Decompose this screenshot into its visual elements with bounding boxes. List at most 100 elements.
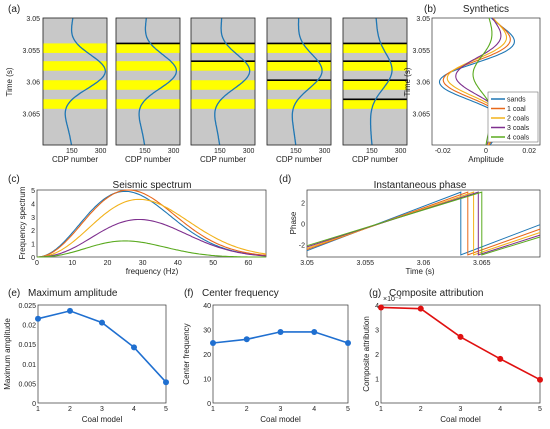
x-axis-label-f: Coal model	[260, 415, 301, 424]
x-tick-label: 40	[174, 260, 182, 267]
x-axis-label-b: Amplitude	[468, 155, 504, 164]
data-point	[537, 376, 543, 383]
trace-line	[64, 17, 106, 146]
data-point	[345, 339, 351, 346]
data-point	[457, 333, 464, 340]
y-tick-label: 0	[375, 401, 379, 408]
x-tick-label: 1	[211, 406, 215, 413]
y-tick-label: 0	[301, 222, 305, 229]
coal-band	[191, 80, 255, 90]
data-point	[131, 344, 137, 351]
y-tick-label: 5	[31, 188, 35, 195]
x-tick-label: 5	[164, 406, 168, 413]
x-axis-label-c: frequency (Hz)	[126, 267, 179, 276]
x-tick-label: 150	[214, 148, 226, 155]
data-point	[163, 379, 169, 386]
x-tick-label: 0.02	[522, 148, 536, 155]
coal-band	[343, 43, 407, 53]
x-tick-label: 30	[139, 260, 147, 267]
y-tick-label: 3.06	[416, 80, 430, 87]
data-point	[277, 328, 284, 335]
y-axis-label-f: Center frequency	[182, 323, 191, 384]
data-point	[99, 319, 105, 326]
panel-label-e: (e)	[8, 288, 20, 299]
x-tick-label: 1	[379, 406, 383, 413]
y-tick-label: 4	[31, 201, 35, 208]
coal-band	[343, 99, 407, 109]
coal-band	[343, 61, 407, 71]
chart-title-d: Instantaneous phase	[374, 180, 467, 191]
x-tick-label: 3.065	[473, 260, 491, 267]
subpanel-frame	[42, 17, 108, 146]
spectrum-line-5	[37, 240, 266, 258]
plot-area-d	[306, 189, 541, 258]
x-tick-label: 0	[484, 148, 488, 155]
x-axis-label-a: CDP number	[200, 155, 246, 164]
x-axis-label-d: Time (s)	[405, 267, 434, 276]
x-tick-label: 3.05	[300, 260, 314, 267]
coal-band	[43, 61, 107, 71]
plot-area-g	[380, 304, 541, 404]
panel-label-d: (d)	[279, 174, 291, 185]
y-axis-label-g: Composite attribution	[362, 316, 371, 392]
y-tick-label: 0.005	[18, 381, 36, 388]
y-tick-label: 20	[203, 352, 211, 359]
x-tick-label: 3	[279, 406, 283, 413]
y-tick-label: 3	[375, 328, 379, 335]
data-point	[210, 339, 216, 346]
y-tick-label: 40	[203, 303, 211, 310]
x-tick-label: 300	[243, 148, 255, 155]
y-axis-label-e: Maximum amplitude	[3, 318, 12, 390]
y-tick-label: 10	[203, 377, 211, 384]
x-tick-label: 4	[132, 406, 136, 413]
y-tick-label: 3.065	[22, 111, 40, 118]
y-tick-label: 0.015	[18, 342, 36, 349]
legend-entry: 4 coals	[507, 135, 530, 142]
legend-entry: 3 coals	[507, 125, 530, 132]
trace-line	[138, 17, 178, 146]
y-tick-label: -2	[299, 242, 305, 249]
x-tick-label: 50	[209, 260, 217, 267]
coal-band	[43, 80, 107, 90]
x-tick-label: -0.02	[435, 148, 451, 155]
y-tick-label: 30	[203, 328, 211, 335]
coal-band	[267, 99, 331, 109]
spectrum-line-4	[37, 218, 267, 258]
y-tick-label: 3.06	[26, 80, 40, 87]
y-axis-label-c: Frequency spectrum	[18, 186, 27, 259]
x-tick-label: 10	[68, 260, 76, 267]
x-tick-label: 3.055	[356, 260, 374, 267]
x-axis-label-a: CDP number	[52, 155, 98, 164]
y-tick-label: 0.025	[18, 303, 36, 310]
spectrum-line-3	[37, 198, 267, 258]
y-tick-label: 0.01	[22, 362, 36, 369]
subpanel-frame	[115, 17, 181, 146]
chart-title-c: Seismic spectrum	[113, 180, 192, 191]
coal-band	[343, 80, 407, 90]
x-tick-label: 20	[104, 260, 112, 267]
x-axis-label-a: CDP number	[276, 155, 322, 164]
x-tick-label: 150	[290, 148, 302, 155]
x-tick-label: 300	[95, 148, 107, 155]
y-axis-label-a: Time (s)	[5, 67, 14, 96]
plot-area-f	[212, 304, 349, 404]
x-tick-label: 0	[35, 260, 39, 267]
plot-area-c	[36, 189, 267, 258]
coal-band	[116, 61, 180, 71]
x-tick-label: 1	[36, 406, 40, 413]
y-axis-label-d: Phase	[289, 211, 298, 234]
trace-line	[214, 17, 251, 146]
y-tick-label: 1	[31, 242, 35, 249]
y-tick-label: 4	[375, 303, 379, 310]
spectrum-line-2	[36, 189, 267, 258]
coal-band	[191, 99, 255, 109]
x-axis-label-g: Coal model	[440, 415, 481, 424]
x-tick-label: 4	[498, 406, 502, 413]
x-tick-label: 5	[346, 406, 350, 413]
x-tick-label: 2	[245, 406, 249, 413]
y-tick-label: 3.065	[412, 111, 430, 118]
data-point	[67, 307, 73, 314]
y-tick-label: 0	[32, 401, 36, 408]
x-tick-label: 150	[66, 148, 78, 155]
panel-label-g: (g)	[369, 288, 381, 299]
